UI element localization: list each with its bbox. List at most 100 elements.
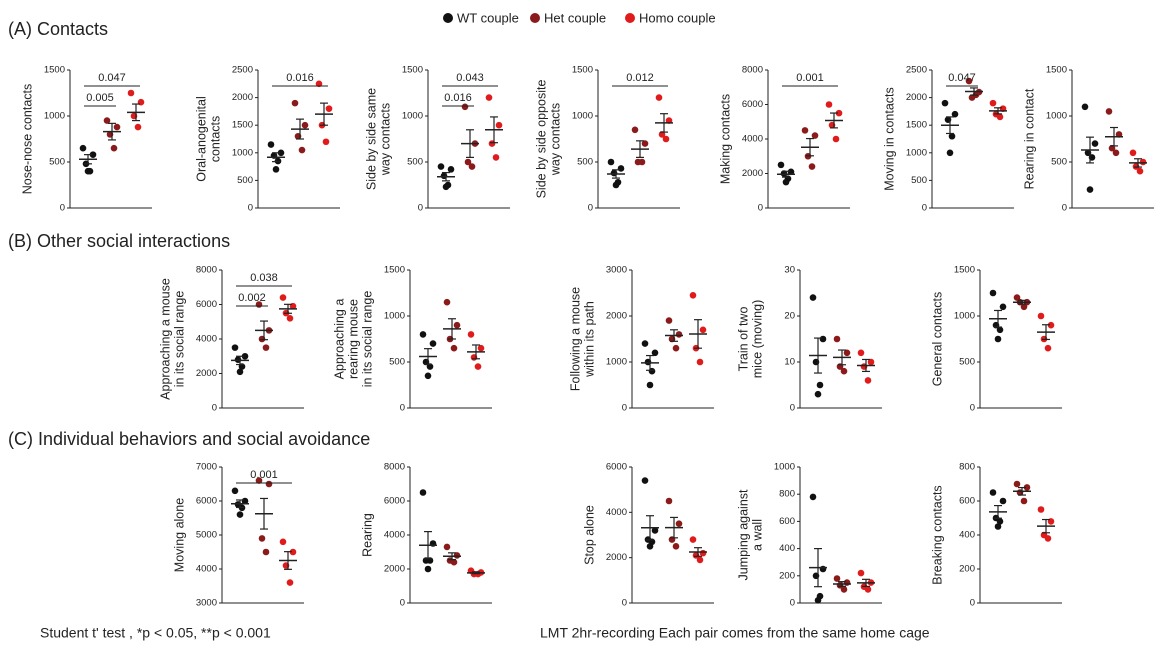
y-tick-label: 400 (959, 530, 975, 541)
data-point (787, 168, 795, 176)
y-tick-label: 0 (418, 203, 423, 214)
legend-label: Het couple (544, 10, 606, 25)
data-point (612, 181, 620, 189)
data-point (84, 167, 92, 175)
legend-marker (530, 13, 540, 23)
data-point (777, 161, 785, 169)
y-tick-label: 0 (248, 203, 253, 214)
data-point (277, 149, 285, 157)
y-tick-label: 30 (784, 265, 795, 276)
y-axis-label: Train of two (736, 307, 750, 372)
data-point (857, 349, 865, 357)
data-point (996, 113, 1004, 121)
y-tick-label: 2000 (196, 368, 217, 379)
data-point (801, 127, 809, 134)
data-point (811, 132, 819, 139)
data-point (301, 121, 309, 129)
data-point (258, 535, 266, 542)
y-tick-label: 0 (758, 203, 763, 214)
section-title: (C) Individual behaviors and social avoi… (8, 429, 370, 449)
data-point (1020, 497, 1028, 505)
y-tick-label: 0 (400, 598, 405, 609)
data-point (699, 326, 707, 334)
significance-label: 0.001 (250, 469, 278, 481)
data-point (443, 543, 451, 551)
data-point (485, 94, 493, 101)
data-point (999, 497, 1007, 505)
data-point (814, 596, 822, 604)
y-tick-label: 0 (212, 403, 217, 414)
data-point (699, 549, 707, 557)
data-point (1105, 108, 1113, 115)
y-tick-label: 4000 (196, 564, 217, 575)
y-tick-label: 500 (49, 157, 65, 168)
data-point (267, 141, 275, 148)
data-point (1047, 321, 1055, 329)
data-point (989, 99, 997, 107)
data-point (857, 569, 865, 577)
data-point (809, 493, 817, 501)
data-point (965, 77, 973, 85)
data-point (999, 303, 1007, 311)
data-point (655, 94, 663, 101)
data-point (843, 349, 851, 357)
data-point (1139, 158, 1147, 166)
y-tick-label: 500 (389, 357, 405, 368)
data-point (231, 487, 239, 495)
data-point (113, 123, 121, 131)
section-title: (A) Contacts (8, 19, 108, 39)
y-tick-label: 0 (60, 203, 65, 214)
data-point (437, 163, 445, 170)
y-axis-label: rearing mouse (346, 299, 360, 379)
data-point (461, 103, 469, 111)
data-point (89, 151, 97, 158)
y-tick-label: 2000 (606, 552, 627, 563)
y-tick-label: 4000 (196, 334, 217, 345)
data-point (134, 123, 142, 131)
y-tick-label: 1000 (954, 311, 975, 322)
data-point (325, 105, 333, 112)
data-point (651, 349, 659, 357)
data-point (833, 575, 841, 582)
data-point (672, 344, 680, 352)
y-tick-label: 500 (959, 357, 975, 368)
legend-label: Homo couple (639, 10, 716, 25)
data-point (809, 294, 817, 301)
y-tick-label: 2000 (742, 168, 763, 179)
y-tick-label: 800 (959, 462, 975, 473)
data-point (814, 390, 822, 398)
data-point (453, 552, 461, 559)
data-point (607, 158, 615, 166)
significance-label: 0.005 (86, 92, 114, 104)
data-point (1037, 312, 1045, 320)
y-tick-label: 6000 (196, 496, 217, 507)
data-point (453, 321, 461, 329)
y-tick-label: 6000 (196, 299, 217, 310)
data-point (298, 146, 306, 154)
data-point (665, 317, 673, 324)
data-point (641, 477, 649, 484)
data-point (675, 331, 683, 338)
y-tick-label: 4000 (742, 134, 763, 145)
y-tick-label: 1000 (606, 357, 627, 368)
y-axis-label: in its social range (360, 291, 374, 388)
y-tick-label: 0 (400, 403, 405, 414)
y-tick-label: 0 (622, 403, 627, 414)
data-point (946, 149, 954, 157)
data-point (286, 315, 294, 322)
y-tick-label: 1500 (1046, 65, 1067, 76)
y-axis-label: way contacts (548, 103, 562, 176)
data-point (835, 109, 843, 117)
data-point (241, 352, 249, 360)
y-tick-label: 3000 (196, 598, 217, 609)
data-point (419, 489, 427, 496)
y-tick-label: 1500 (402, 65, 423, 76)
y-tick-label: 500 (911, 175, 927, 186)
section-title: (B) Other social interactions (8, 231, 230, 251)
data-point (994, 335, 1002, 343)
data-point (819, 335, 827, 343)
y-tick-label: 1000 (1046, 111, 1067, 122)
data-point (994, 523, 1002, 530)
data-point (424, 565, 432, 573)
data-point (996, 518, 1004, 525)
